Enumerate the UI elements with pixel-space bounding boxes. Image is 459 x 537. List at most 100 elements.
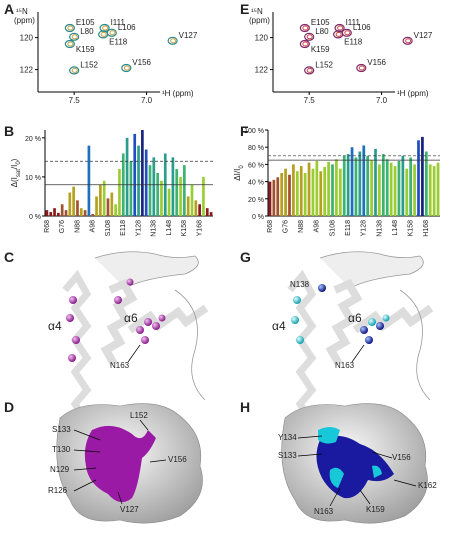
bar	[83, 210, 87, 216]
peak	[98, 30, 109, 39]
structure-label: N163	[335, 361, 355, 370]
peak-contour	[102, 25, 109, 31]
bar	[354, 157, 358, 216]
peak-label: V156	[367, 58, 386, 67]
bar	[374, 148, 377, 216]
peak-contour	[335, 31, 342, 37]
peak	[64, 39, 75, 49]
bar	[401, 155, 405, 216]
x-tick-label: R68	[267, 220, 274, 233]
y-axis-label: ¹⁵N	[16, 7, 28, 16]
bar	[413, 164, 416, 216]
peak-contour	[69, 32, 80, 41]
bar	[327, 161, 330, 216]
peak-label: I111	[346, 18, 361, 27]
panel-letter: C	[4, 249, 14, 265]
panel-letter: G	[240, 249, 251, 265]
peak	[69, 32, 80, 41]
bar	[45, 210, 49, 216]
peak	[333, 30, 344, 39]
y-axis-label-part: sat	[16, 169, 22, 177]
peak-contour	[405, 38, 412, 44]
structure-label: Y134	[278, 433, 297, 442]
structure-label: V156	[392, 453, 411, 462]
structure-label: L152	[130, 411, 148, 420]
bar	[110, 192, 114, 216]
bar	[319, 171, 323, 216]
bar	[106, 198, 110, 216]
bar	[385, 159, 389, 216]
peak-label: L152	[315, 60, 333, 69]
peak	[69, 66, 80, 75]
panel-letter: F	[240, 123, 249, 139]
x-tick-label: N88	[74, 220, 81, 233]
bar	[292, 164, 295, 216]
bar	[60, 204, 64, 216]
peak	[402, 36, 413, 45]
bar	[338, 168, 342, 216]
bar	[342, 155, 346, 216]
x-tick-label: S108	[329, 220, 336, 236]
bar	[137, 145, 140, 216]
bar	[362, 145, 366, 216]
leader-line	[297, 435, 323, 439]
peak-contour	[306, 67, 313, 73]
panel-letter: B	[4, 123, 14, 139]
peak-contour	[100, 31, 107, 37]
structure-label: S133	[52, 425, 71, 434]
bar	[64, 210, 68, 216]
peak	[304, 66, 315, 75]
bar	[72, 186, 75, 216]
peak-contour	[67, 25, 74, 31]
bar	[171, 157, 175, 216]
peak	[299, 39, 310, 49]
x-tick-label: K158	[181, 220, 188, 236]
bar	[276, 177, 280, 216]
y-axis-label: Δ(Isat/I0)	[10, 158, 22, 187]
bar	[175, 169, 179, 216]
x-tick-label: N138	[151, 220, 158, 237]
panel-letter: H	[240, 399, 250, 415]
x-tick-label: L148	[166, 220, 173, 236]
x-tick-label: Y168	[196, 220, 203, 236]
peak-label: L106	[353, 23, 371, 32]
bar	[381, 154, 385, 216]
structure-label: N163	[314, 507, 334, 516]
bar	[315, 160, 319, 216]
peak-contour	[121, 63, 132, 73]
peak-contour	[299, 23, 310, 33]
x-axis-label: ¹H (ppm)	[162, 89, 194, 98]
bar	[405, 168, 409, 216]
peak-label: L152	[80, 60, 98, 69]
surface-patch	[318, 427, 382, 488]
peak-contour	[98, 30, 109, 39]
structure-label: S133	[278, 451, 297, 460]
x-tick-label: 7.5	[304, 96, 316, 105]
peak-contour	[304, 32, 315, 41]
peak	[121, 63, 132, 73]
bar	[91, 214, 95, 216]
structure-label: α6	[124, 311, 138, 325]
peak-contour	[71, 34, 78, 40]
peak-label: L80	[315, 27, 329, 36]
peak-label: E105	[311, 18, 330, 27]
bar	[432, 166, 436, 216]
peak-contour	[402, 36, 413, 45]
peak-label: V127	[414, 31, 433, 40]
y-axis-label-part: Δ(I	[10, 177, 19, 187]
y-tick-label: 120	[20, 34, 34, 43]
x-tick-label: N138	[376, 220, 383, 237]
peak-label: E105	[76, 18, 95, 27]
bar	[311, 168, 315, 216]
x-tick-label: S108	[105, 220, 112, 236]
leader-line	[73, 467, 97, 471]
x-tick-label: R68	[44, 220, 51, 233]
panel-letter: D	[4, 399, 14, 415]
peak-contour	[356, 63, 367, 73]
structure-label: T130	[52, 445, 71, 454]
y-tick-label: 122	[20, 66, 34, 75]
peak	[341, 28, 352, 37]
leader-line	[329, 487, 341, 507]
structure-label: α4	[272, 319, 286, 333]
